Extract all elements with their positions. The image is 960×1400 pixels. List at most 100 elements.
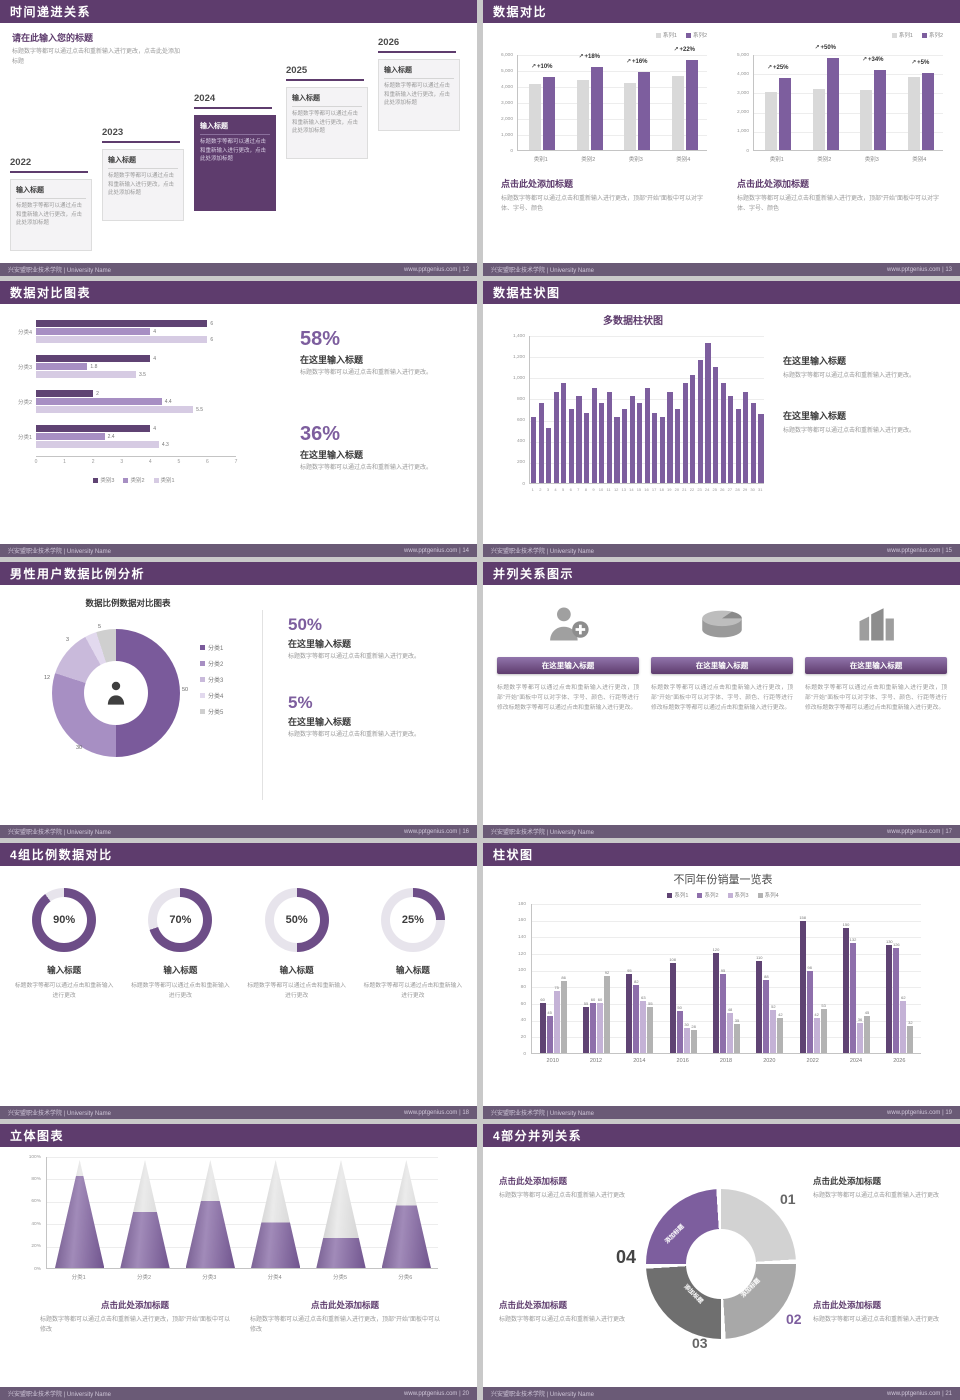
x-axis-label: 31: [757, 487, 763, 492]
bar-value: 60: [597, 997, 603, 1002]
bar-series1: [669, 963, 676, 1053]
slide-thumbnail-21[interactable]: 4部分并列关系 01 02 03 04 添加标题 添加标题 添加标题 点击此处添加标题 标题…: [483, 1124, 960, 1400]
bar-series2: [921, 73, 934, 150]
bar-value: 42: [814, 1012, 819, 1017]
chart-title: 不同年份销量一览表: [673, 874, 773, 886]
ring-title: 输入标题: [395, 965, 430, 975]
progress-ring-slot: 70%: [130, 888, 230, 952]
ring-body: 标题数字等都可以通过点击和重新输入进行更改: [247, 983, 346, 999]
bar-value: 36: [857, 1017, 863, 1022]
slide-title: 4部分并列关系: [493, 1129, 583, 1143]
slide-footer: 兴安盟职业技术学院 | University Name www.pptgeniu…: [483, 1106, 960, 1119]
item-title-button[interactable]: 在这里输入标题: [651, 657, 793, 674]
hbar: [36, 320, 208, 327]
slide-thumbnail-17[interactable]: 并列关系图示 在这里输入标题 标题数字等都可以通过点击和重新输入进行更改，顶部“…: [483, 562, 960, 838]
legend-label: 系列3: [734, 893, 749, 899]
legend-item: 类别2: [123, 476, 145, 484]
bar: [675, 409, 681, 483]
timeline-box-title: 输入标题: [200, 121, 270, 135]
bar-value: 55: [583, 1001, 589, 1007]
caption-title: 点击此处添加标题: [501, 179, 574, 189]
y-axis-label: 80: [520, 984, 526, 990]
slide-thumbnail-18[interactable]: 4组比例数据对比 90% 输入标题 标题数字等都可以通过点击和重新输入进行更改 …: [0, 843, 477, 1119]
bar-value: 52: [771, 1003, 776, 1009]
x-axis-label: 类别3: [864, 157, 879, 163]
x-axis-label: 5: [561, 487, 565, 492]
y-axis-label: 800: [516, 396, 525, 402]
bar-value: 2: [96, 391, 99, 397]
slide-thumbnail-13[interactable]: 数据对比 系列1 系列2 ↗+10% ↗+18% ↗+16% ↗+22% 6,000 5,0…: [483, 0, 960, 276]
item-title-button[interactable]: 在这里输入标题: [497, 657, 639, 674]
timeline-box: 输入标题 标题数字等都可以通过点击和重新输入进行更改，点击此处添加标题: [378, 59, 460, 131]
bar-value: 53: [821, 1002, 826, 1008]
bar-value: 45: [547, 1009, 552, 1015]
item-title-button[interactable]: 在这里输入标题: [805, 657, 947, 674]
chart-title: 数据比例数据对比图表: [85, 598, 171, 608]
bar-value: 50: [677, 1005, 682, 1011]
footer-school: 兴安盟职业技术学院 | University Name: [8, 1392, 111, 1398]
slide-header: 时间递进关系: [0, 0, 477, 23]
y-axis-label: 160: [517, 918, 526, 924]
item-body: 标题数字等都可以通过点击和重新输入进行更改，顶部“开始”面板中可以对字体、字号、…: [497, 685, 639, 712]
person-icon: [107, 681, 125, 705]
legend-label: 系列2: [928, 33, 943, 39]
bar-series2: [826, 57, 839, 150]
stats-column: 58% 在这里输入标题 标题数字等都可以通过点击和重新输入进行更改。 36% 在…: [300, 328, 465, 517]
donut-center: [84, 661, 148, 725]
bar-series2: [685, 60, 698, 150]
section-body: 标题数字等都可以通过点击和重新输入进行更改。: [783, 373, 916, 379]
bar-value: 4: [153, 329, 157, 335]
footer-site-page: www.pptgenius.com | 21: [887, 1390, 952, 1397]
x-axis-label: 分类2: [136, 1275, 152, 1281]
legend-item: 分类4: [200, 691, 223, 700]
x-axis-label: 2014: [633, 1058, 646, 1064]
gridline: [754, 131, 943, 133]
slice-value: 5: [98, 624, 102, 630]
gridline: [518, 103, 707, 104]
intro-body: 标题数字等都可以通过点击和重新输入进行更改，点击此处添加标题: [12, 49, 181, 65]
legend-swatch: [200, 709, 205, 714]
x-axis-label: 2: [539, 487, 542, 492]
legend-label: 系列2: [704, 893, 719, 899]
slide-body: 01 02 03 04 添加标题 添加标题 添加标题 点击此处添加标题 标题数字等都可以通过…: [483, 1147, 960, 1387]
slide-thumbnail-12[interactable]: 时间递进关系 请在此输入您的标题 标题数字等都可以通过点击和重新输入进行更改，点…: [0, 0, 477, 276]
bar-value: 60: [540, 997, 545, 1002]
bar-value: 28: [691, 1023, 696, 1029]
legend-item: 系列2: [685, 31, 707, 39]
slide-body: 系列1 系列2 ↗+10% ↗+18% ↗+16% ↗+22% 6,000 5,000 4,0…: [483, 23, 960, 263]
slide-thumbnail-16[interactable]: 男性用户数据比例分析 数据比例数据对比图表 50 30 12 3 5 分类1 分类2 分类3…: [0, 562, 477, 838]
slide-thumbnail-19[interactable]: 柱状图 不同年份销量一览表 系列1 系列2 系列3 系列4 60 45 75 86 55 60 6…: [483, 843, 960, 1119]
stat-block: 50% 在这里输入标题 标题数字等都可以通过点击和重新输入进行更改。: [288, 615, 456, 663]
group-label: 分类4: [17, 330, 32, 336]
bar-value: 110: [756, 955, 763, 961]
arrow-up-icon: ↗: [911, 60, 917, 67]
legend-swatch: [727, 892, 733, 898]
bar: [743, 392, 749, 483]
x-axis-label: 13: [621, 487, 626, 492]
building-icon: [805, 597, 947, 651]
hbar: [36, 433, 105, 440]
x-axis-label: 2018: [719, 1058, 733, 1064]
timeline-year: 2024: [194, 93, 272, 109]
x-axis-label: 分类1: [71, 1275, 86, 1281]
bar: [621, 409, 628, 483]
legend-label: 系列1: [662, 33, 677, 39]
block-body: 标题数字等都可以通过点击和重新输入进行更改: [813, 1193, 940, 1199]
bar-value: 60: [590, 997, 596, 1002]
x-axis-label: 23: [697, 487, 702, 492]
bar-value: 1.8: [90, 364, 98, 370]
x-axis-tick: 0: [34, 459, 38, 465]
text-section: 点击此处添加标题 标题数字等都可以通过点击和重新输入进行更改，顶部“开始”面板中…: [250, 1299, 440, 1335]
gridline: [532, 904, 921, 905]
y-axis-label: 20: [520, 1034, 526, 1040]
bar-series2: [779, 78, 791, 150]
ring-title: 输入标题: [47, 965, 82, 975]
slide-thumbnail-20[interactable]: 立体图表 100% 80% 60% 40% 20% 0% 分类1 分类2 分类3 分类4 分类5 分类…: [0, 1124, 477, 1400]
slide-thumbnail-15[interactable]: 数据柱状图 多数据柱状图 1,400 1,200 1,000 800 600 400 200…: [483, 281, 960, 557]
y-axis-label: 3,000: [736, 90, 749, 96]
progress-ring: 90%: [32, 888, 97, 952]
stat-percent: 50%: [288, 615, 323, 634]
slide-title: 数据对比: [493, 5, 548, 19]
y-axis-label: 4,000: [500, 84, 513, 90]
slide-thumbnail-14[interactable]: 数据对比图表 分类4 6 4 6 分类3 4 1.8 3.5 分类2 2 4.4 5.5 分类1 4 2.4…: [0, 281, 477, 557]
